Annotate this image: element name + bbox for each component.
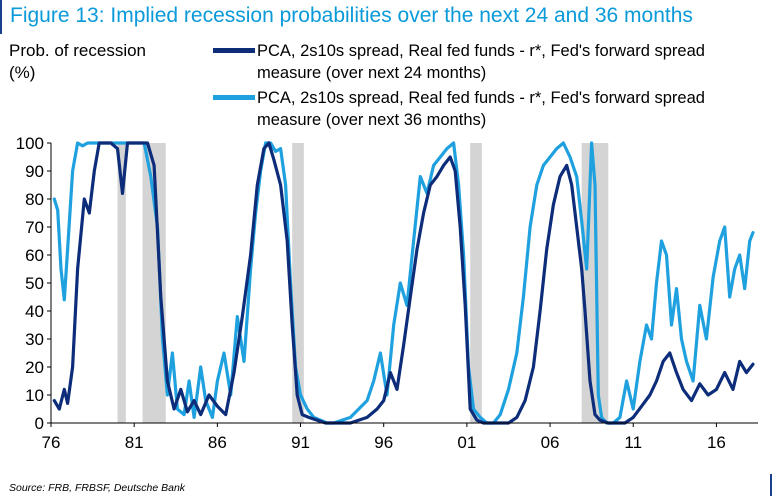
y-tick-label: 70 (25, 218, 44, 237)
y-axis-label-line-2: (%) (9, 63, 36, 82)
y-tick-label: 30 (25, 330, 44, 349)
legend-label-36m-line-1: PCA, 2s10s spread, Real fed funds - r*, … (257, 89, 705, 107)
x-tick-label: 11 (624, 433, 642, 452)
title-bar: Figure 13: Implied recession probabiliti… (0, 0, 779, 34)
recession-band-2 (292, 143, 304, 423)
y-axis-label-line-1: Prob. of recession (9, 41, 147, 60)
corner-accent (770, 474, 772, 496)
legend-label-36m-line-2: measure (over next 36 months) (257, 111, 487, 129)
x-tick-label: 16 (707, 433, 726, 452)
y-tick-label: 90 (25, 162, 44, 181)
x-tick-label: 86 (208, 433, 227, 452)
y-tick-label: 20 (25, 358, 44, 377)
x-tick-label: 01 (457, 433, 476, 452)
recession-band-0 (117, 143, 126, 423)
x-tick-label: 06 (541, 433, 560, 452)
legend: PCA, 2s10s spread, Real fed funds - r*, … (213, 40, 773, 134)
x-tick-label: 81 (125, 433, 144, 452)
y-tick-label: 50 (25, 274, 44, 293)
x-tick-label: 96 (374, 433, 393, 452)
y-tick-label: 0 (35, 414, 44, 433)
legend-label-24m-line-2: measure (over next 24 months) (257, 64, 487, 82)
recession-band-3 (470, 143, 482, 423)
axes: 0 10 20 30 40 50 60 70 80 90 100 76 81 86 91 96 01 06 11 16 (16, 134, 758, 452)
y-axis-label: Prob. of recession (%) (9, 40, 146, 84)
legend-label-24m-line-1: PCA, 2s10s spread, Real fed funds - r*, … (257, 42, 705, 60)
source-note: Source: FRB, FRBSF, Deutsche Bank (9, 482, 186, 494)
legend-item-24m: PCA, 2s10s spread, Real fed funds - r*, … (213, 40, 773, 84)
y-tick-label: 40 (25, 302, 44, 321)
y-tick-label: 80 (25, 190, 44, 209)
y-tick-label: 100 (16, 134, 44, 153)
legend-swatch-36m (213, 95, 255, 100)
y-tick-label: 60 (25, 246, 44, 265)
recession-bands (117, 143, 609, 423)
legend-item-36m: PCA, 2s10s spread, Real fed funds - r*, … (213, 87, 773, 131)
legend-swatch-24m (213, 48, 255, 53)
recession-band-1 (142, 143, 166, 423)
chart-title: Figure 13: Implied recession probabiliti… (10, 4, 693, 27)
y-tick-label: 10 (25, 386, 44, 405)
x-tick-label: 91 (291, 433, 310, 452)
x-tick-label: 76 (42, 433, 61, 452)
